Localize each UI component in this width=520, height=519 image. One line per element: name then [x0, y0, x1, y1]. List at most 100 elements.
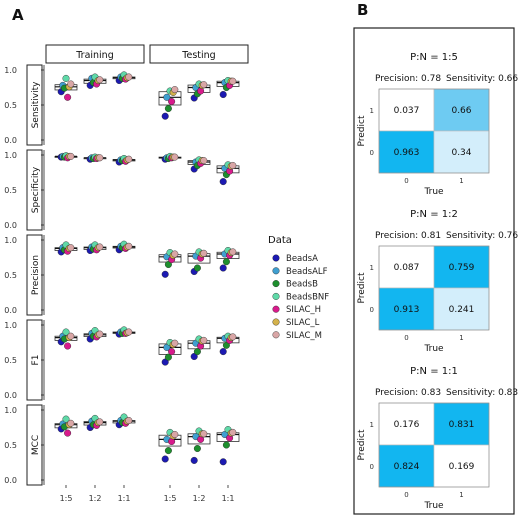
y-tick-label: 0.0 — [4, 476, 17, 485]
point-silac_h — [64, 429, 72, 437]
x-tick-label: 1:5 — [60, 494, 73, 503]
precision-label: Precision: 0.78 — [375, 74, 441, 84]
point-silac_m — [96, 154, 104, 162]
point-beadsalf — [163, 93, 171, 101]
matrix-cell — [378, 287, 435, 331]
matrix-title: P:N = 1:1 — [410, 366, 458, 377]
row-label-mcc: MCC — [31, 435, 41, 455]
y-tick-label: 0 — [370, 463, 374, 471]
point-beadsb — [222, 341, 230, 349]
point-silac_m — [171, 250, 179, 258]
point-silac_m — [200, 430, 208, 438]
point-beadsa — [190, 353, 198, 361]
point-silac_m — [171, 86, 179, 94]
point-beadsalf — [163, 343, 171, 351]
point-silac_h — [168, 348, 176, 356]
point-silac_h — [64, 342, 72, 350]
point-beadsa — [219, 348, 227, 356]
precision-label: Precision: 0.81 — [375, 231, 441, 241]
legend-swatch-beadsa — [272, 254, 280, 262]
row-label-sensitivity: Sensitivity — [31, 81, 41, 129]
confusion-matrix-3: P:N = 1:1 Precision: 0.83 Sensitivity: 0.8… — [357, 366, 518, 511]
point-silac_m — [125, 328, 133, 336]
y-tick-label: 1.0 — [4, 236, 17, 245]
point-beadsb — [164, 353, 172, 361]
point-silac_m — [229, 248, 237, 256]
y-tick-label: 0.0 — [4, 391, 17, 400]
point-silac_m — [200, 336, 208, 344]
point-silac_m — [200, 81, 208, 89]
y-tick-label: 0.5 — [4, 101, 17, 110]
x-tick-label: 1:2 — [193, 494, 206, 503]
matrix-cell-value: 0.34 — [451, 148, 471, 158]
matrix-cell — [378, 402, 435, 446]
point-beadsb — [164, 261, 172, 269]
point-beadsa — [219, 264, 227, 272]
point-beadsb — [193, 348, 201, 356]
y-axis-title: Predict — [357, 429, 367, 460]
y-tick-label: 1.0 — [4, 66, 17, 75]
precision-label: Precision: 0.83 — [375, 388, 441, 398]
x-axis-title: True — [423, 187, 444, 197]
panel-a-label: A — [12, 6, 24, 24]
row-label-specificity: Specificity — [31, 166, 41, 213]
matrix-border — [378, 402, 490, 488]
point-beadsb — [222, 258, 230, 266]
matrix-title: P:N = 1:5 — [410, 52, 458, 63]
point-beadsa — [190, 456, 198, 464]
legend-label-beadsb: BeadsB — [286, 280, 318, 290]
facet-label-training: Training — [75, 50, 114, 61]
legend-swatch-silac_h — [272, 305, 280, 313]
sensitivity-label: Sensitivity: 0.66 — [446, 74, 518, 84]
point-beadsa — [161, 112, 169, 120]
panel-b-confusion-matrices: P:N = 1:5 Precision: 0.78 Sensitivity: 0.6… — [353, 27, 518, 515]
point-silac_m — [96, 76, 104, 84]
legend-label-silac_l: SILAC_L — [286, 318, 320, 328]
point-silac_m — [67, 244, 75, 252]
matrix-cell — [378, 130, 435, 174]
point-beadsa — [161, 455, 169, 463]
x-tick-label: 1:1 — [118, 494, 131, 503]
matrix-cell-value: 0.241 — [449, 305, 475, 315]
matrix-cell-value: 0.176 — [394, 420, 420, 430]
y-tick-label: 1.0 — [4, 321, 17, 330]
facet-strip-testing — [149, 44, 249, 64]
point-beadsbnf — [62, 415, 70, 423]
panel-b-label: B — [357, 1, 368, 19]
x-tick-label: 0 — [404, 491, 408, 499]
y-tick-label: 0 — [370, 306, 374, 314]
y-tick-label: 0.5 — [4, 186, 17, 195]
point-silac_m — [171, 431, 179, 439]
y-tick-label: 0.0 — [4, 136, 17, 145]
matrix-cell-value: 0.963 — [394, 148, 420, 158]
matrix-cell-value: 0.087 — [394, 263, 420, 273]
point-silac_m — [67, 419, 75, 427]
legend: Data BeadsA BeadsALF BeadsB BeadsBNF SILAC_H S… — [268, 235, 329, 341]
panel-a-faceted-scatter: Training Testing Sensitivity 0.0 0.5 1.0 Speci… — [4, 44, 249, 503]
point-silac_m — [125, 242, 133, 250]
y-tick-label: 0.5 — [4, 271, 17, 280]
legend-label-beadsa: BeadsA — [286, 254, 318, 264]
legend-label-silac_h: SILAC_H — [286, 305, 321, 315]
y-tick-label: 0.0 — [4, 221, 17, 230]
matrix-border — [378, 88, 490, 174]
y-tick-label: 0 — [370, 149, 374, 157]
legend-swatch-silac_l — [272, 318, 280, 326]
legend-swatch-beadsalf — [272, 267, 280, 275]
x-tick-label: 0 — [404, 177, 408, 185]
legend-swatch-beadsb — [272, 280, 280, 288]
matrix-cell-value: 0.913 — [394, 305, 420, 315]
legend-label-silac_m: SILAC_M — [286, 331, 322, 341]
point-beadsb — [164, 447, 172, 455]
point-silac_m — [96, 330, 104, 338]
point-silac_m — [125, 73, 133, 81]
row-label-precision: Precision — [31, 255, 41, 295]
point-beadsbnf — [62, 74, 70, 82]
point-beadsa — [219, 90, 227, 98]
point-beadsb — [193, 264, 201, 272]
point-silac_m — [171, 339, 179, 347]
point-beadsa — [161, 270, 169, 278]
legend-label-beadsbnf: BeadsBNF — [286, 292, 329, 302]
point-silac_m — [229, 428, 237, 436]
point-silac_m — [67, 152, 75, 160]
